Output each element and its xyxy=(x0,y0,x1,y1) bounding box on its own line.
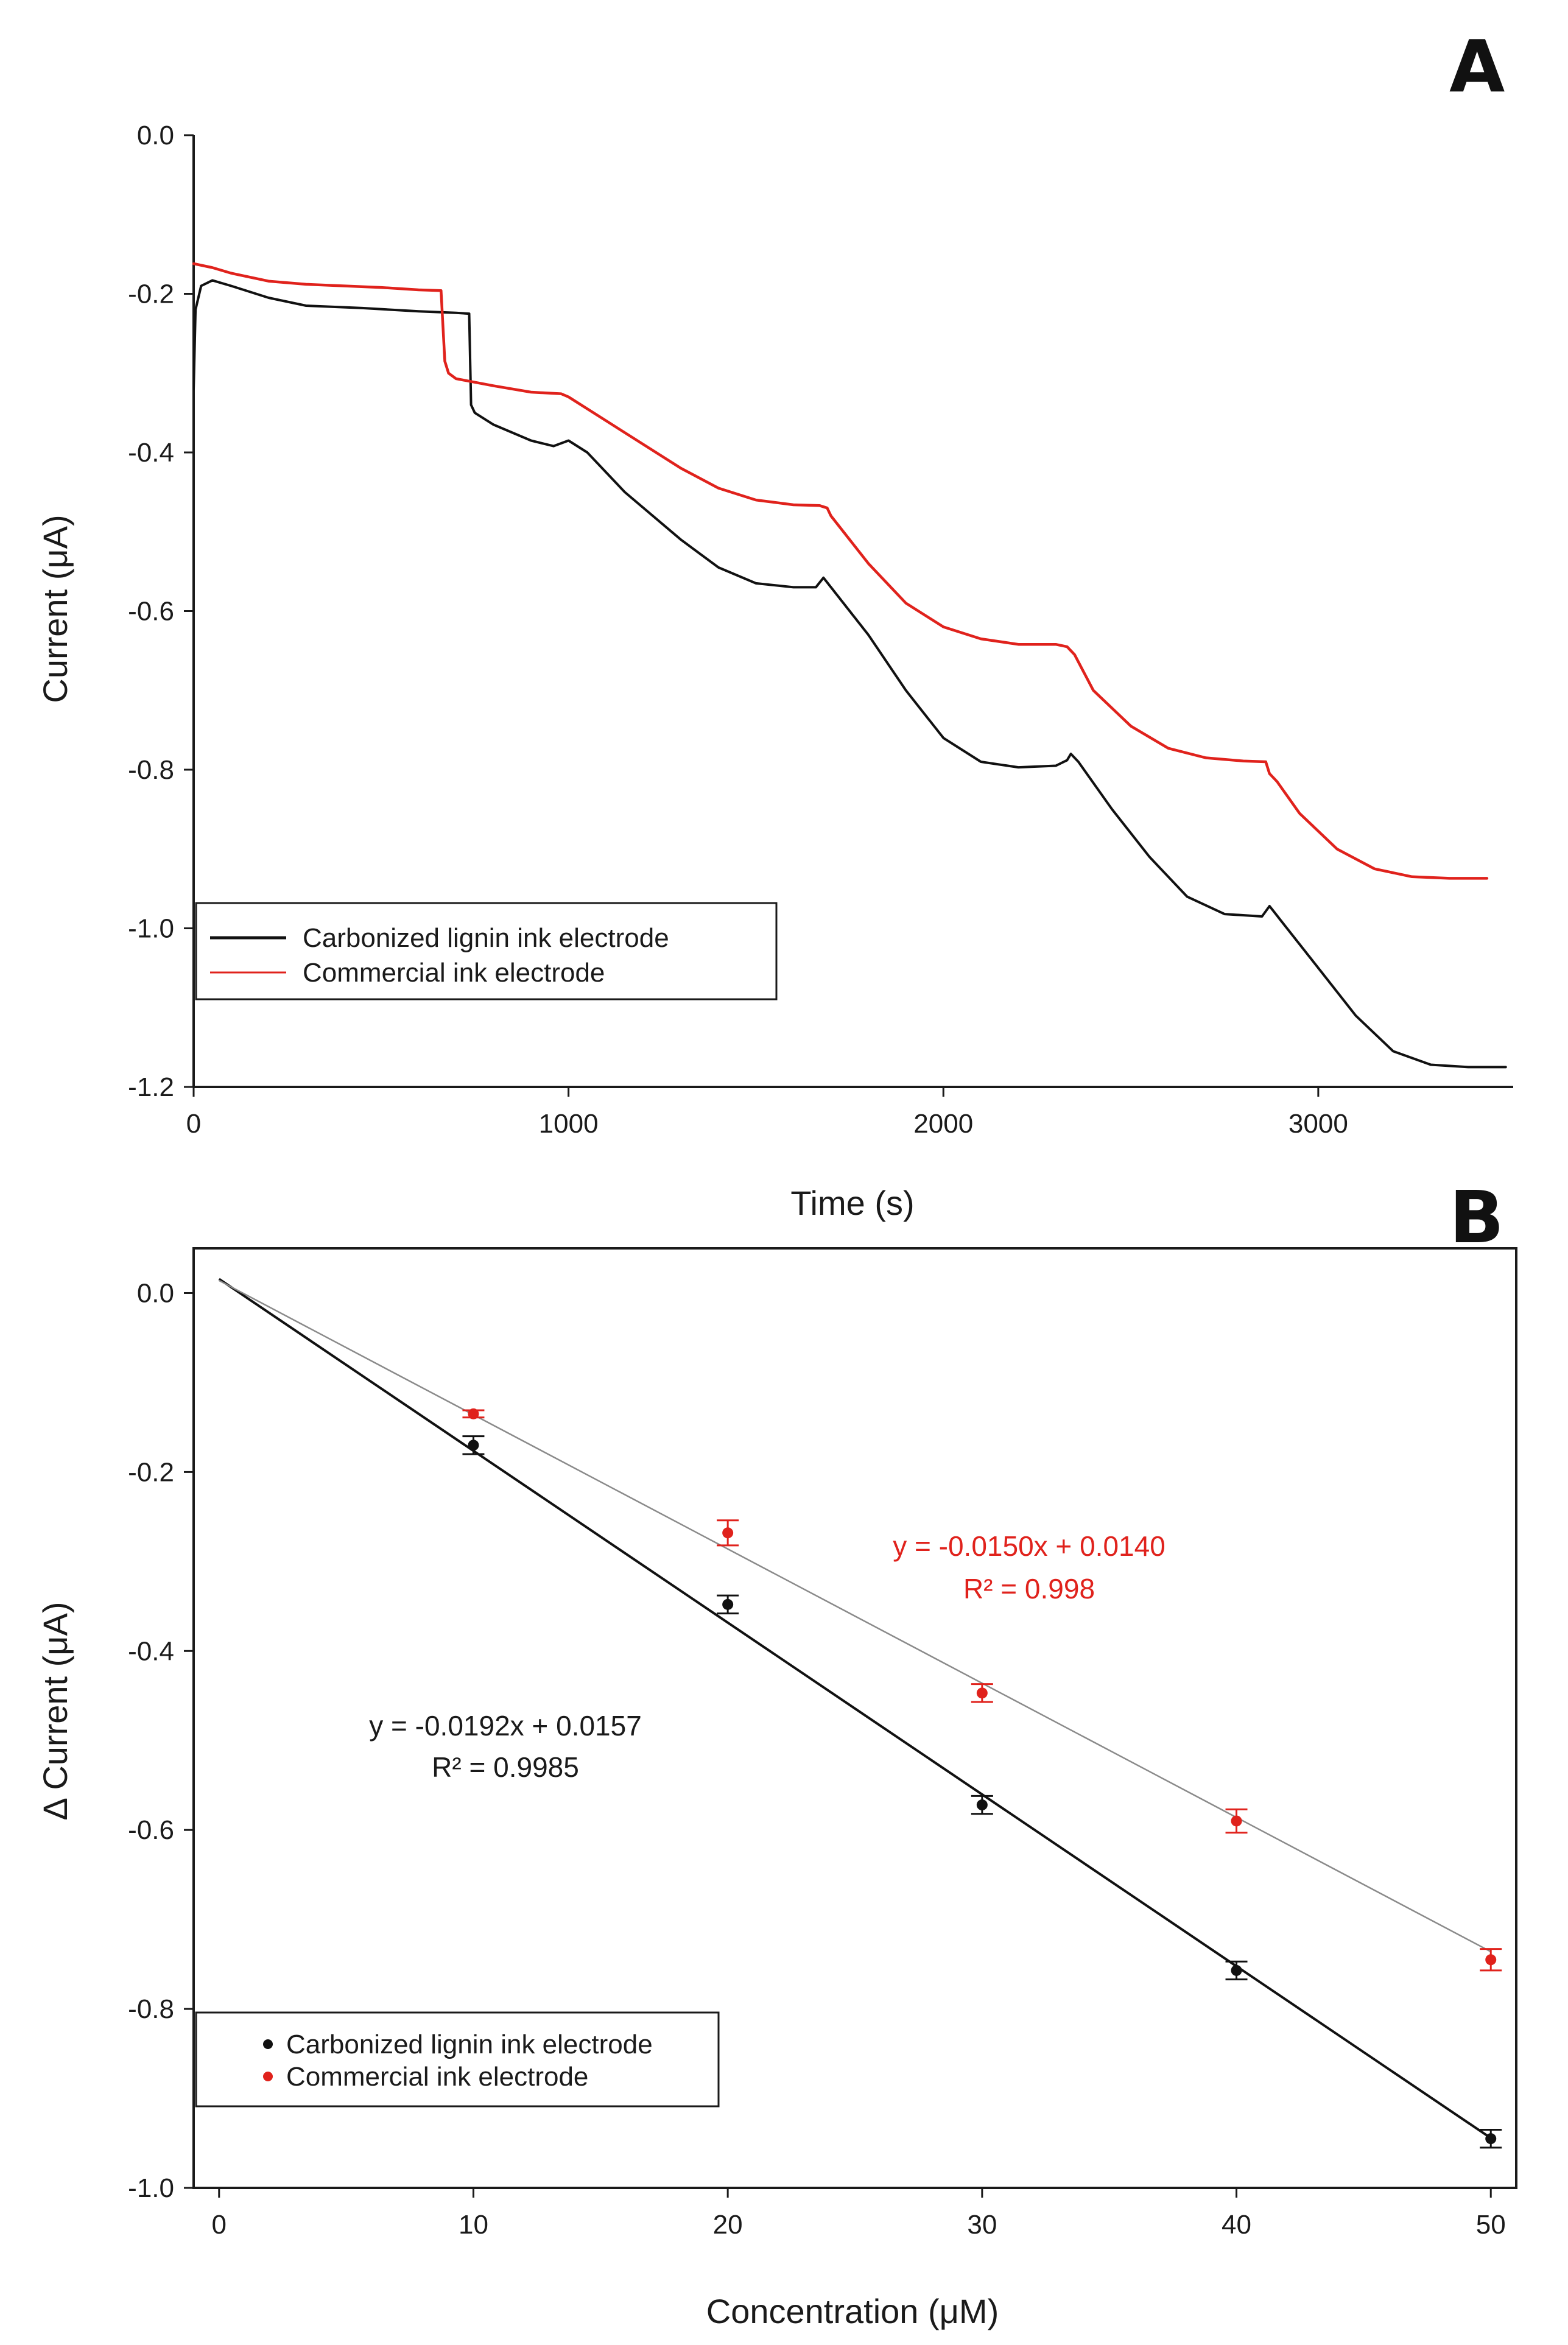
panel-a-legend-item-commercial: Commercial ink electrode xyxy=(303,958,605,988)
panel-b-x-tick-label: 50 xyxy=(1476,2210,1506,2240)
panel-a-y-axis-label: Current (μA) xyxy=(36,515,74,703)
panel-a-y-tick-label: -0.2 xyxy=(128,280,174,309)
panel-b-x-tick-label: 0 xyxy=(212,2210,227,2240)
panel-b-legend: Carbonized lignin ink electrode Commerci… xyxy=(195,2011,720,2108)
panel-a-x-axis: 0 1000 2000 3000 xyxy=(186,1087,1348,1139)
panel-b-point-commercial-ink-electrode xyxy=(1231,1815,1242,1827)
panel-a-x-axis-label: Time (s) xyxy=(790,1184,914,1222)
panel-a-legend-box xyxy=(195,902,778,1000)
panel-b-x-tick-label: 20 xyxy=(713,2210,743,2240)
panel-a-x-tick-label: 1000 xyxy=(539,1109,599,1139)
panel-b-point-carbonized-lignin-ink-electrode xyxy=(468,1440,479,1451)
panel-b-x-axis: 0 10 20 30 40 50 xyxy=(212,2188,1506,2240)
panel-b: B 0.0 -0.2 -0.4 -0.6 -0.8 -1.0 0 10 20 30 40 50 y … xyxy=(36,1175,1517,2330)
panel-b-commercial-fit-r2: R² = 0.998 xyxy=(963,1573,1095,1605)
panel-b-x-tick-label: 10 xyxy=(459,2210,488,2240)
panel-a-label: A xyxy=(1449,24,1505,108)
panel-b-point-commercial-ink-electrode xyxy=(1485,1954,1497,1966)
panel-b-legend-box xyxy=(195,2011,720,2108)
panel-a-series-line-carbonized-lignin-ink-electrode xyxy=(192,279,1507,1069)
panel-a-y-tick-label: -0.4 xyxy=(128,438,174,468)
panel-a-y-tick-label: -0.8 xyxy=(128,755,174,785)
panel-b-y-tick-label: -1.0 xyxy=(128,2173,174,2203)
panel-b-y-tick-label: -0.4 xyxy=(128,1636,174,1666)
panel-b-frame xyxy=(192,1247,1517,2189)
panel-b-y-axis-label: Δ Current (μA) xyxy=(36,1601,74,1820)
panel-a: A 0.0 -0.2 -0.4 -0.6 -0.8 -1.0 -1.2 0 1000 2000 3… xyxy=(36,24,1513,1222)
panel-a-plot-area xyxy=(192,262,1507,1069)
panel-b-legend-item-commercial: Commercial ink electrode xyxy=(286,2062,588,2092)
panel-b-label: B xyxy=(1449,1175,1504,1259)
panel-a-y-tick-label: -0.6 xyxy=(128,597,174,627)
panel-b-point-commercial-ink-electrode xyxy=(722,1527,734,1539)
panel-b-commercial-fit-equation: y = -0.0150x + 0.0140 xyxy=(893,1530,1165,1562)
panel-b-point-carbonized-lignin-ink-electrode xyxy=(1485,2133,1497,2145)
panel-a-legend-item-carbonized: Carbonized lignin ink electrode xyxy=(303,923,669,953)
panel-a-y-tick-label: -1.2 xyxy=(128,1072,174,1102)
panel-a-x-tick-label: 2000 xyxy=(913,1109,973,1139)
panel-b-fit-line-commercial-ink-electrode xyxy=(219,1279,1491,1953)
panel-b-x-tick-label: 30 xyxy=(967,2210,997,2240)
panel-b-point-commercial-ink-electrode xyxy=(976,1687,988,1699)
panel-b-point-carbonized-lignin-ink-electrode xyxy=(976,1799,988,1811)
panel-b-y-tick-label: -0.6 xyxy=(128,1815,174,1845)
panel-b-legend-item-carbonized: Carbonized lignin ink electrode xyxy=(286,2030,653,2059)
panel-b-carbonized-fit-r2: R² = 0.9985 xyxy=(432,1751,579,1783)
panel-a-y-axis: 0.0 -0.2 -0.4 -0.6 -0.8 -1.0 -1.2 xyxy=(128,121,194,1102)
panel-b-x-tick-label: 40 xyxy=(1222,2210,1251,2240)
panel-a-y-tick-label: 0.0 xyxy=(137,121,174,150)
panel-b-point-commercial-ink-electrode xyxy=(468,1408,479,1419)
panel-b-y-tick-label: -0.8 xyxy=(128,1994,174,2024)
panel-b-y-tick-label: 0.0 xyxy=(137,1278,174,1308)
panel-b-point-carbonized-lignin-ink-electrode xyxy=(1231,1964,1242,1976)
panel-b-plot-area xyxy=(218,1278,1502,2149)
panel-b-carbonized-fit-equation: y = -0.0192x + 0.0157 xyxy=(369,1710,642,1742)
panel-a-legend: Carbonized lignin ink electrode Commerci… xyxy=(195,902,778,1000)
panel-a-series-line-commercial-ink-electrode xyxy=(192,262,1489,880)
panel-a-x-tick-label: 3000 xyxy=(1289,1109,1348,1139)
panel-b-x-axis-label: Concentration (μM) xyxy=(706,2292,999,2330)
panel-b-y-axis: 0.0 -0.2 -0.4 -0.6 -0.8 -1.0 xyxy=(128,1278,194,2203)
legend-marker-carbonized xyxy=(263,2039,273,2049)
panel-b-y-tick-label: -0.2 xyxy=(128,1457,174,1487)
panel-b-fit-line-carbonized-lignin-ink-electrode xyxy=(218,1278,1492,2139)
panel-a-x-tick-label: 0 xyxy=(186,1109,201,1139)
legend-marker-commercial xyxy=(263,2072,273,2081)
panel-b-point-carbonized-lignin-ink-electrode xyxy=(722,1598,734,1610)
panel-a-y-tick-label: -1.0 xyxy=(128,914,174,944)
